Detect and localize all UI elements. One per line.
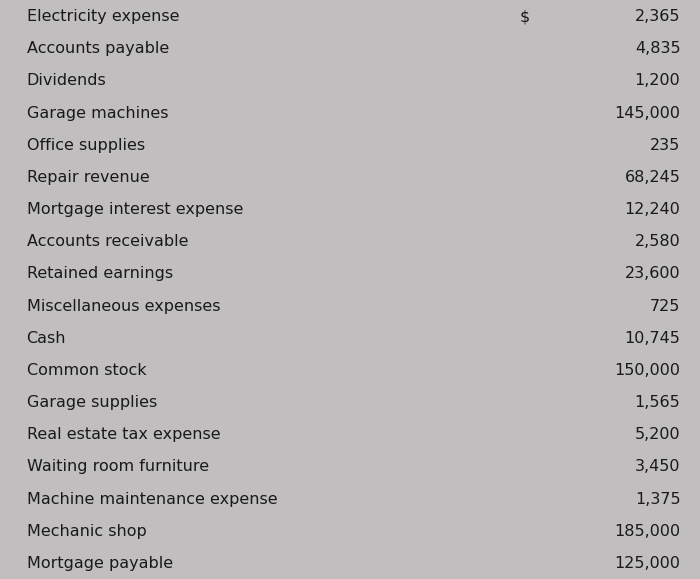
Text: 3,450: 3,450 [635, 459, 680, 474]
Text: 23,600: 23,600 [625, 266, 680, 281]
Text: 2,365: 2,365 [635, 9, 680, 24]
Text: 2,580: 2,580 [635, 234, 680, 249]
Text: Mortgage interest expense: Mortgage interest expense [27, 202, 243, 217]
Text: 1,565: 1,565 [635, 395, 680, 410]
Text: 150,000: 150,000 [615, 363, 680, 378]
Text: Garage supplies: Garage supplies [27, 395, 157, 410]
Text: Common stock: Common stock [27, 363, 146, 378]
Text: 5,200: 5,200 [635, 427, 680, 442]
Text: Real estate tax expense: Real estate tax expense [27, 427, 220, 442]
Text: 235: 235 [650, 138, 680, 153]
Text: 725: 725 [650, 299, 680, 314]
Text: Electricity expense: Electricity expense [27, 9, 179, 24]
Text: Office supplies: Office supplies [27, 138, 145, 153]
Text: 1,375: 1,375 [635, 492, 680, 507]
Text: 185,000: 185,000 [615, 524, 680, 538]
Text: 145,000: 145,000 [615, 105, 680, 120]
Text: Mechanic shop: Mechanic shop [27, 524, 146, 538]
Text: Dividends: Dividends [27, 74, 106, 89]
Text: 4,835: 4,835 [635, 41, 680, 56]
Text: Garage machines: Garage machines [27, 105, 168, 120]
Text: Accounts payable: Accounts payable [27, 41, 169, 56]
Text: 125,000: 125,000 [615, 556, 680, 571]
Text: 10,745: 10,745 [624, 331, 680, 346]
Text: Cash: Cash [27, 331, 66, 346]
Text: Retained earnings: Retained earnings [27, 266, 173, 281]
Text: Waiting room furniture: Waiting room furniture [27, 459, 209, 474]
Text: $: $ [519, 9, 530, 24]
Text: 68,245: 68,245 [624, 170, 680, 185]
Text: 1,200: 1,200 [635, 74, 680, 89]
Text: Mortgage payable: Mortgage payable [27, 556, 173, 571]
Text: Machine maintenance expense: Machine maintenance expense [27, 492, 277, 507]
Text: Accounts receivable: Accounts receivable [27, 234, 188, 249]
Text: Repair revenue: Repair revenue [27, 170, 149, 185]
Text: 12,240: 12,240 [624, 202, 680, 217]
Text: Miscellaneous expenses: Miscellaneous expenses [27, 299, 220, 314]
